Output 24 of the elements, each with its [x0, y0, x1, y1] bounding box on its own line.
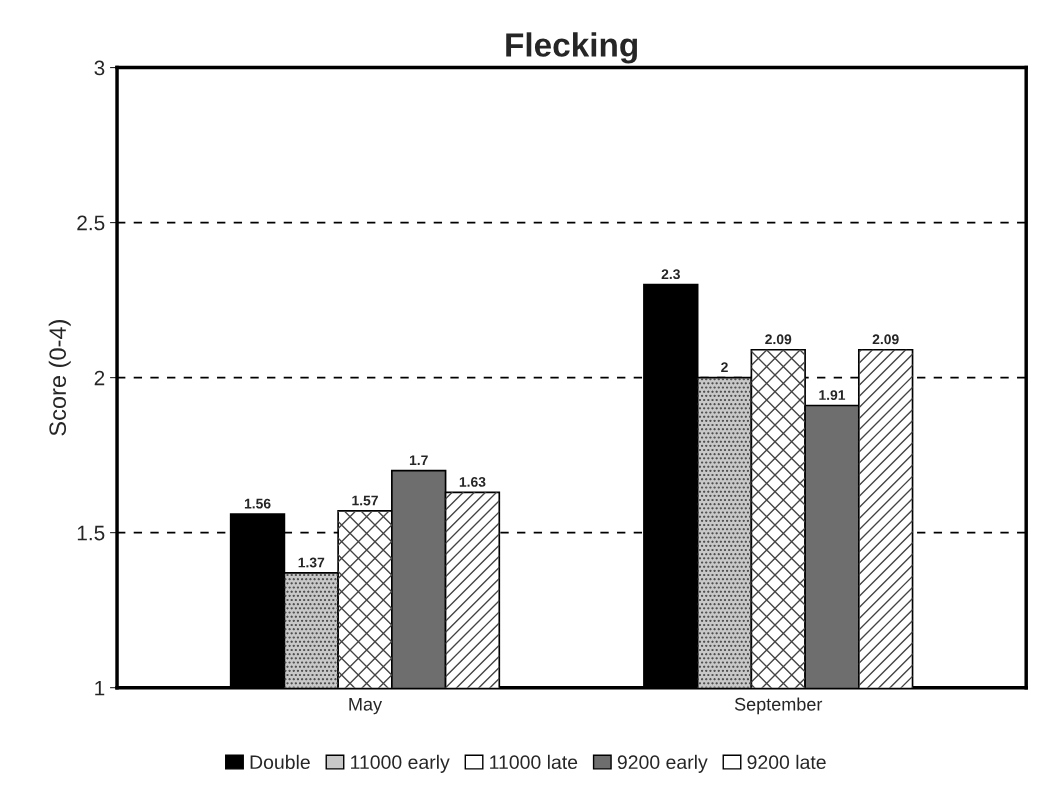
- data-label: 1.63: [459, 476, 486, 487]
- data-label: 2.09: [765, 334, 792, 345]
- data-label: 1.7: [409, 455, 428, 465]
- data-label: 1.57: [352, 495, 378, 506]
- data-label: 1.56: [244, 498, 271, 509]
- y-tick-label: 1.5: [77, 525, 105, 541]
- legend-label: 11000 early: [351, 754, 450, 773]
- data-label: 2: [721, 362, 728, 372]
- legend-label: Double: [250, 754, 310, 770]
- y-tick-label: 1: [95, 680, 105, 696]
- data-label: 1.37: [298, 557, 325, 568]
- legend-label: 11000 late: [490, 754, 578, 770]
- legend-label: 9200 early: [617, 754, 708, 773]
- data-label: 2.09: [872, 334, 899, 345]
- y-axis-title: Score (0-4): [48, 320, 71, 436]
- y-tick-label: 2.5: [77, 215, 105, 231]
- x-tick-label: May: [349, 698, 383, 715]
- data-label: 1.91: [819, 390, 846, 401]
- x-tick-label: September: [734, 697, 823, 715]
- y-tick-label: 3: [94, 60, 105, 76]
- chart-title: Flecking: [506, 32, 637, 64]
- y-tick-label: 2: [94, 370, 105, 386]
- legend-label: 9200 late: [747, 754, 826, 770]
- data-label: 2.3: [661, 269, 680, 280]
